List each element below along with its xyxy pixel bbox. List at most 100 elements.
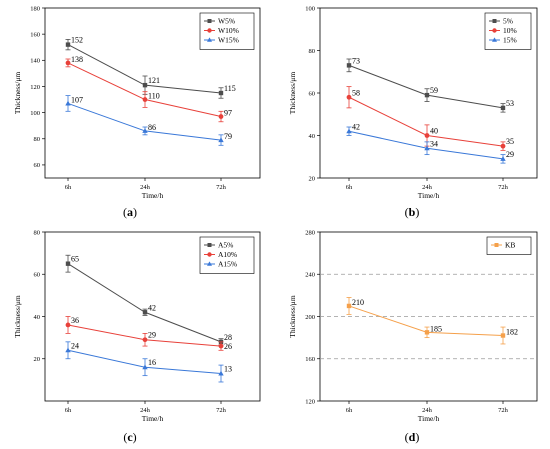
data-point	[142, 364, 148, 370]
data-label: 35	[506, 137, 514, 146]
legend: 5%10%15%	[484, 12, 532, 50]
data-point	[424, 92, 430, 98]
y-tick-label: 160	[305, 356, 315, 363]
data-point	[65, 261, 71, 266]
x-tick-label: 72h	[498, 184, 509, 191]
data-label: 97	[224, 109, 232, 118]
x-axis-title: Time/h	[142, 191, 164, 200]
legend-label: KB	[505, 241, 515, 250]
series-15%: 42 34 29	[346, 122, 514, 164]
y-axis-title: Thickness/μm	[13, 72, 22, 115]
data-label: 53	[506, 99, 514, 108]
legend-label: A5%	[218, 241, 233, 250]
legend-marker	[207, 37, 212, 42]
data-label: 28	[224, 333, 232, 342]
x-tick-label: 24h	[422, 184, 433, 191]
x-tick-label: 72h	[216, 184, 227, 191]
series-A5%: 65 42 28	[65, 255, 232, 346]
y-tick-label: 20	[34, 356, 41, 363]
y-tick-label: 60	[34, 162, 41, 169]
series-10%: 58 40 35	[346, 86, 514, 151]
data-point	[142, 310, 148, 315]
data-label: 58	[352, 88, 360, 97]
y-tick-label: 80	[309, 48, 316, 55]
legend-marker	[207, 19, 212, 23]
data-point	[424, 145, 430, 151]
legend-label: A10%	[218, 250, 237, 259]
y-axis-title: Thickness/μm	[288, 72, 297, 115]
legend-box	[486, 236, 532, 255]
legend: W5%W10%W15%	[199, 12, 255, 50]
data-point	[65, 42, 71, 47]
y-tick-label: 40	[34, 314, 41, 321]
data-label: 138	[71, 55, 83, 64]
data-point	[142, 128, 148, 133]
y-tick-label: 60	[34, 272, 41, 279]
data-label: 182	[506, 328, 518, 337]
legend-marker	[207, 243, 212, 247]
data-point	[346, 128, 352, 134]
y-tick-label: 120	[305, 398, 315, 405]
legend-marker	[207, 252, 212, 257]
data-label: 29	[148, 331, 156, 340]
series-A15%: 24 16 13	[65, 341, 232, 383]
y-tick-label: 120	[30, 84, 40, 91]
data-point	[218, 114, 224, 119]
x-tick-label: 72h	[498, 407, 509, 414]
data-point	[218, 137, 224, 143]
y-tick-label: 180	[30, 5, 40, 12]
panel-label-b: (b)	[405, 205, 420, 219]
y-tick-label: 40	[309, 133, 316, 140]
legend-label: 5%	[503, 17, 513, 26]
data-label: 26	[224, 342, 232, 351]
x-axis-title: Time/h	[418, 414, 440, 423]
legend-marker	[494, 243, 499, 247]
series-W5%: 152 121 115	[65, 36, 236, 99]
legend-marker	[492, 19, 497, 23]
x-tick-label: 24h	[422, 407, 433, 414]
data-label: 115	[224, 84, 236, 93]
legend-marker	[207, 28, 212, 33]
legend-label: W10%	[218, 26, 239, 35]
data-label: 13	[224, 365, 232, 374]
data-point	[218, 90, 224, 96]
data-label: 107	[71, 95, 83, 104]
y-tick-label: 20	[309, 175, 316, 182]
data-label: 73	[352, 56, 360, 65]
legend: KB	[486, 236, 532, 255]
data-label: 34	[430, 139, 438, 148]
x-tick-label: 6h	[65, 184, 72, 191]
legend-marker	[492, 28, 497, 33]
data-label: 24	[71, 341, 79, 350]
data-label: 36	[71, 316, 79, 325]
legend-label: A15%	[218, 260, 237, 269]
y-tick-label: 100	[305, 5, 315, 12]
y-axis-title: Thickness/μm	[288, 295, 297, 338]
legend-label: 10%	[503, 26, 517, 35]
x-tick-label: 72h	[216, 407, 227, 414]
data-point	[500, 143, 506, 149]
legend-label: W15%	[218, 36, 239, 45]
y-tick-label: 240	[305, 272, 315, 279]
panel-a: 60 80 100 120 140 160 180 6h 24h 72h Time/h Thickne…	[13, 5, 261, 200]
data-point	[65, 60, 71, 66]
legend: A5%A10%A15%	[199, 236, 255, 274]
series-A10%: 36 29 26	[65, 316, 232, 351]
data-point	[346, 63, 352, 68]
data-label: 121	[148, 76, 160, 85]
y-tick-label: 100	[30, 110, 40, 117]
data-point	[142, 97, 148, 102]
y-tick-label: 280	[305, 229, 315, 236]
series-KB: 210 185 182	[346, 297, 518, 345]
data-point	[424, 133, 430, 138]
x-axis-title: Time/h	[418, 191, 440, 200]
legend-marker	[492, 37, 497, 42]
panel-label-a: (a)	[123, 205, 137, 219]
data-label: 65	[71, 255, 79, 264]
data-label: 16	[148, 358, 156, 367]
y-tick-label: 80	[34, 136, 41, 143]
panel-label-c: (c)	[123, 430, 136, 444]
data-label: 185	[430, 324, 442, 333]
data-point	[218, 343, 224, 349]
